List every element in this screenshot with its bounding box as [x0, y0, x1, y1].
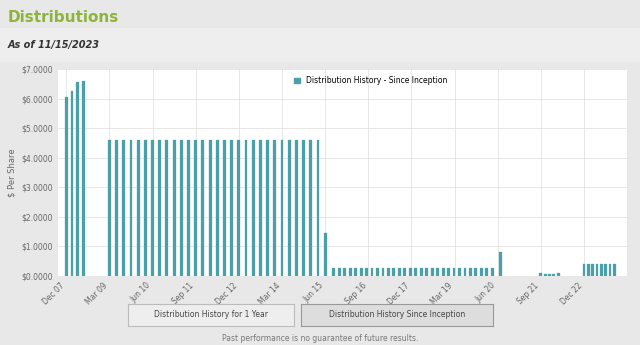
Legend: Distribution History - Since Inception: Distribution History - Since Inception [291, 73, 451, 88]
Bar [354, 268, 357, 276]
Bar [115, 140, 118, 276]
Bar [332, 268, 335, 276]
Bar [600, 264, 603, 276]
Bar [548, 274, 551, 276]
Bar [452, 268, 456, 276]
Bar [273, 140, 276, 276]
Bar [371, 268, 374, 276]
Bar [447, 268, 450, 276]
Bar [544, 274, 547, 276]
Bar [365, 268, 368, 276]
Bar [582, 264, 586, 276]
Bar [398, 268, 401, 276]
Text: Distributions: Distributions [8, 10, 119, 25]
Bar [202, 140, 204, 276]
Bar [458, 268, 461, 276]
Bar [151, 140, 154, 276]
Bar [403, 268, 406, 276]
Bar [557, 273, 559, 276]
Bar [216, 140, 219, 276]
Bar [129, 140, 132, 276]
Bar [552, 274, 556, 276]
Bar [485, 268, 488, 276]
Bar [288, 140, 291, 276]
Bar [392, 268, 396, 276]
Bar [187, 140, 190, 276]
Bar [302, 140, 305, 276]
Bar [414, 268, 417, 276]
Text: As of 11/15/2023: As of 11/15/2023 [8, 40, 100, 50]
Bar [609, 264, 611, 276]
Bar [360, 268, 362, 276]
Bar [604, 264, 607, 276]
Bar [173, 140, 175, 276]
Bar [244, 140, 248, 276]
Bar [387, 268, 390, 276]
Bar [442, 268, 445, 276]
Bar [324, 233, 326, 276]
Bar [195, 140, 197, 276]
Bar [65, 97, 68, 276]
Bar [425, 268, 428, 276]
Bar [463, 268, 467, 276]
Text: Distribution History for 1 Year: Distribution History for 1 Year [154, 310, 268, 319]
Bar [237, 140, 240, 276]
Text: Past performance is no guarantee of future results.: Past performance is no guarantee of futu… [222, 334, 418, 343]
Bar [209, 140, 211, 276]
Bar [266, 140, 269, 276]
Bar [436, 268, 439, 276]
Bar [343, 268, 346, 276]
Bar [309, 140, 312, 276]
Y-axis label: $ Per Share: $ Per Share [8, 148, 17, 197]
Bar [587, 264, 590, 276]
Bar [381, 268, 385, 276]
Bar [144, 140, 147, 276]
Bar [491, 268, 493, 276]
Text: Distribution History Since Inception: Distribution History Since Inception [329, 310, 465, 319]
Bar [76, 82, 79, 276]
Bar [252, 140, 255, 276]
Bar [230, 140, 233, 276]
Bar [280, 140, 284, 276]
Bar [596, 264, 598, 276]
Bar [376, 268, 379, 276]
Bar [349, 268, 351, 276]
Bar [82, 81, 85, 276]
Bar [474, 268, 477, 276]
Bar [469, 268, 472, 276]
Bar [223, 140, 226, 276]
Bar [420, 268, 422, 276]
Bar [409, 268, 412, 276]
Bar [431, 268, 433, 276]
Bar [317, 140, 319, 276]
Bar [259, 140, 262, 276]
Bar [338, 268, 340, 276]
Bar [499, 252, 502, 276]
Bar [166, 140, 168, 276]
Bar [480, 268, 483, 276]
Bar [108, 140, 111, 276]
Bar [613, 264, 616, 276]
Bar [540, 273, 542, 276]
Bar [180, 140, 183, 276]
Bar [70, 91, 74, 276]
Bar [591, 264, 594, 276]
Bar [295, 140, 298, 276]
Bar [122, 140, 125, 276]
Bar [137, 140, 140, 276]
Bar [158, 140, 161, 276]
